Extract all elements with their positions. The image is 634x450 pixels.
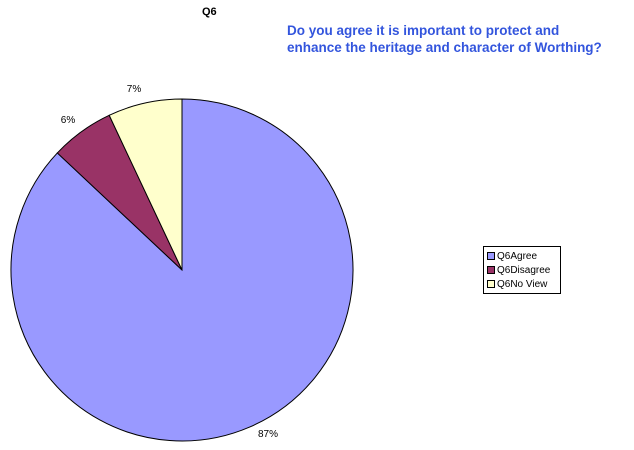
legend-swatch-no-view [487, 280, 495, 288]
chart-title: Q6 [202, 6, 217, 18]
pie-slice-agree [10, 98, 354, 442]
pie-slice-no-view [108, 98, 183, 271]
legend-swatch-disagree [487, 266, 495, 274]
legend-label-agree: Q6Agree [497, 250, 538, 262]
legend-swatch-agree [487, 252, 495, 260]
data-label-agree: 87% [258, 429, 278, 440]
legend-item-disagree: Q6Disagree [487, 263, 560, 277]
legend-item-agree: Q6Agree [487, 249, 560, 263]
legend-label-disagree: Q6Disagree [497, 264, 551, 276]
data-label-no-view: 7% [127, 84, 142, 95]
legend-item-no-view: Q6No View [487, 277, 560, 291]
legend-label-no-view: Q6No View [497, 278, 548, 290]
legend: Q6Agree Q6Disagree Q6No View [483, 246, 561, 294]
chart-subtitle: Do you agree it is important to protect … [287, 23, 602, 55]
data-label-disagree: 6% [61, 115, 76, 126]
